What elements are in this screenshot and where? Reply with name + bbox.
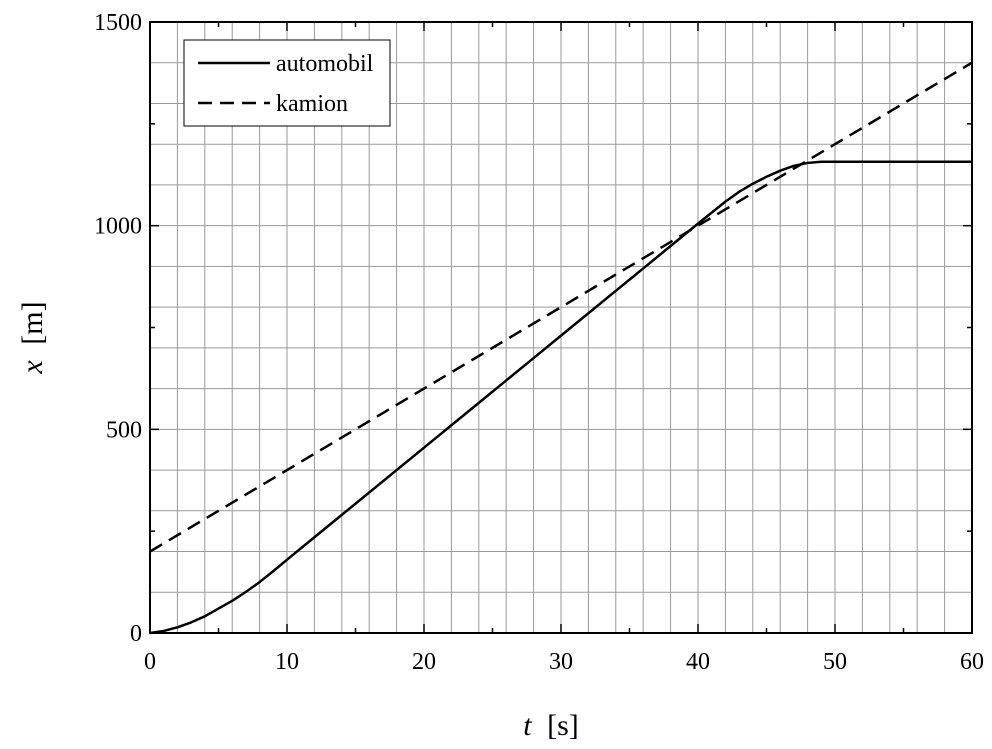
legend-label-kamion: kamion: [276, 91, 348, 117]
y-axis-symbol: x: [16, 360, 49, 375]
y-tick-label: 1000: [94, 214, 142, 240]
y-axis-unit: [m]: [16, 301, 49, 344]
x-tick-label: 10: [275, 649, 299, 675]
y-tick-label: 0: [130, 621, 142, 647]
series-line-kamion: [149, 61, 973, 553]
series-line-automobil: [149, 160, 972, 635]
x-tick-label: 40: [686, 649, 710, 675]
series-group: [149, 61, 973, 635]
x-axis-unit: [s]: [547, 709, 579, 742]
axis-ticks: [149, 21, 973, 634]
x-tick-label: 60: [960, 649, 984, 675]
x-tick-label: 30: [549, 649, 573, 675]
x-axis-title: t [s]: [523, 709, 579, 742]
x-tick-label: 0: [144, 649, 156, 675]
x-tick-label: 50: [823, 649, 847, 675]
tick-labels: 0 10 20 30 40 50 60 0 500 1000 1500: [94, 10, 984, 675]
y-tick-label: 1500: [94, 10, 142, 36]
x-axis-symbol: t: [523, 709, 532, 742]
legend: automobil kamion: [183, 39, 391, 127]
legend-label-automobil: automobil: [276, 51, 374, 77]
x-tick-label: 20: [412, 649, 436, 675]
y-tick-label: 500: [106, 417, 142, 443]
y-axis-title: x [m]: [16, 301, 49, 374]
legend-box: [183, 39, 391, 127]
